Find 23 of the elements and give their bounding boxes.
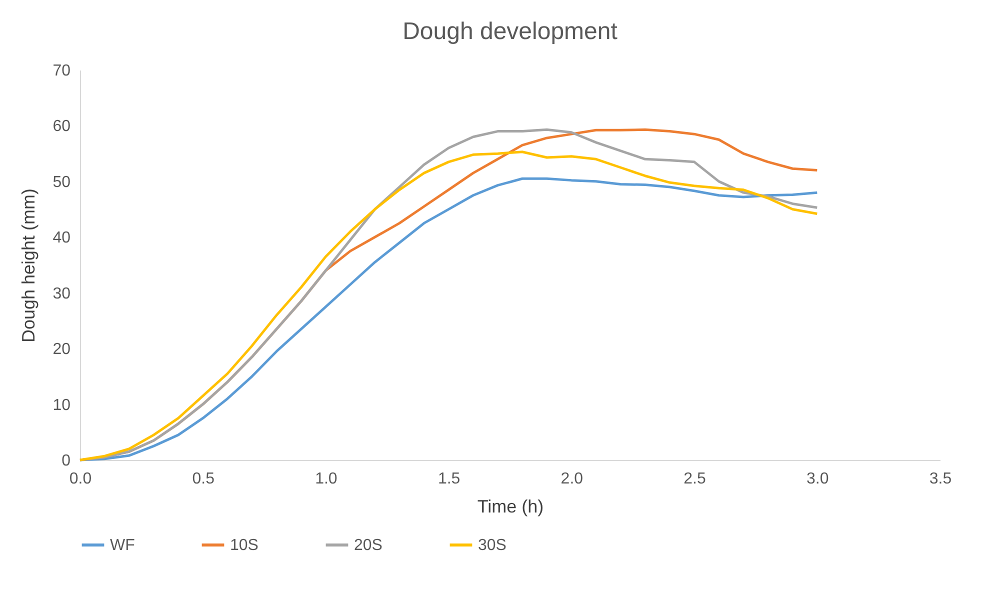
x-tick-label: 0.5 xyxy=(192,470,215,488)
legend-label: 30S xyxy=(478,537,506,554)
y-tick-label: 30 xyxy=(52,285,71,302)
y-tick-label: 10 xyxy=(52,396,71,414)
y-tick-label: 50 xyxy=(52,174,71,191)
x-tick-label: 3.5 xyxy=(929,470,952,488)
y-tick-label: 60 xyxy=(52,118,71,136)
x-tick-label: 2.5 xyxy=(684,470,706,488)
legend-label: 20S xyxy=(354,537,382,554)
y-axis-title: Dough height (mm) xyxy=(18,188,39,343)
y-tick-label: 40 xyxy=(52,230,71,247)
chart-title: Dough development xyxy=(402,18,618,45)
y-tick-label: 70 xyxy=(52,62,71,80)
y-tick-label: 20 xyxy=(52,341,71,358)
x-tick-label: 0.0 xyxy=(69,470,92,488)
x-tick-label: 3.0 xyxy=(806,470,829,488)
legend-label: 10S xyxy=(230,537,258,554)
x-tick-label: 1.5 xyxy=(438,470,460,488)
x-tick-label: 2.0 xyxy=(560,470,584,488)
x-axis-title: Time (h) xyxy=(477,496,544,516)
x-tick-label: 1.0 xyxy=(315,470,338,488)
legend-label: WF xyxy=(110,537,136,554)
y-tick-label: 0 xyxy=(62,452,71,470)
